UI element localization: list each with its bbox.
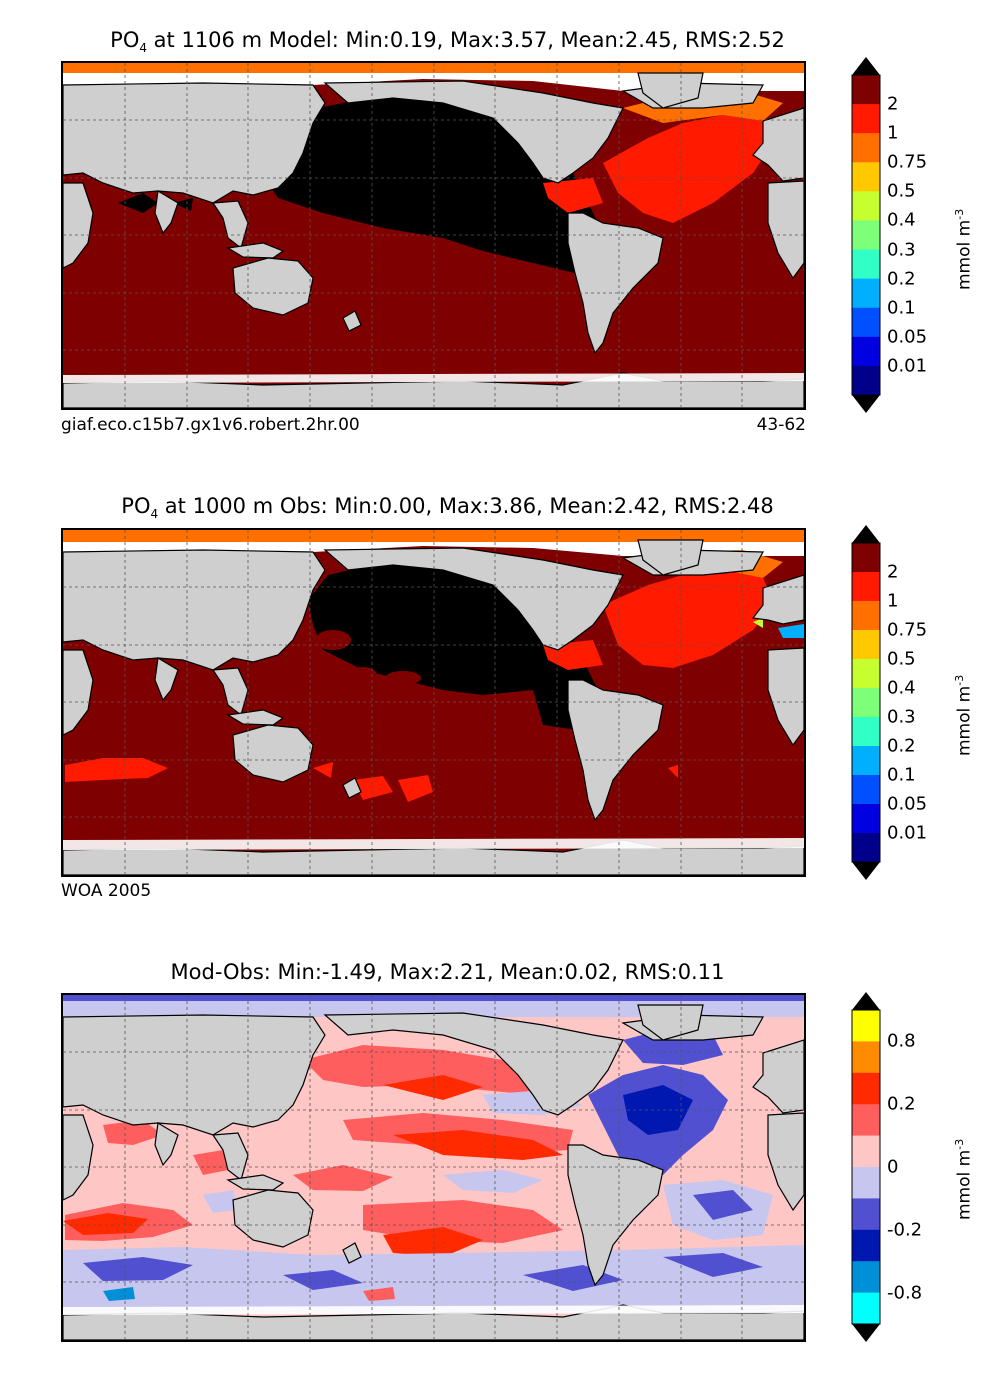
colorbar-tick-label: 0.5: [887, 180, 916, 202]
colorbar-segment: [852, 365, 880, 396]
colorbar-extend-bottom: [852, 395, 880, 413]
colorbar-frame: [851, 542, 881, 863]
colorbar-extend-bottom: [852, 1324, 880, 1342]
colorbar-tick-label: 0.5: [887, 648, 916, 670]
colorbar-segment: [852, 804, 880, 834]
colorbar-tick-label: 0.2: [887, 735, 916, 757]
colorbar-segment: [852, 1104, 880, 1137]
colorbar-segment: [852, 833, 880, 863]
colorbar-tick-label: 0.1: [887, 764, 916, 786]
colorbar-segment: [852, 336, 880, 367]
colorbar-tick-label: 0.4: [887, 209, 916, 231]
colorbar-segment: [852, 659, 880, 689]
colorbar-unit: mmol m-3: [953, 1138, 975, 1220]
model-map: [61, 61, 806, 410]
map-svg: [63, 995, 804, 1340]
year-range: 43-62: [756, 415, 806, 435]
colorbar-tick-label: 0.4: [887, 677, 916, 699]
colorbar-segment: [852, 1041, 880, 1074]
colorbar-svg: [851, 992, 881, 1342]
colorbar-tick-label: 2: [887, 561, 899, 583]
colorbar-unit: mmol m-3: [953, 674, 975, 756]
colorbar-segment: [852, 1229, 880, 1262]
colorbar-tick-label: 0.05: [887, 326, 928, 348]
map-svg: [63, 63, 804, 408]
colorbar-segment: [852, 1198, 880, 1231]
colorbar: [851, 57, 881, 413]
colorbar-extend-top: [852, 992, 880, 1010]
colorbar-segment: [852, 717, 880, 747]
colorbar-tick-label: -0.2: [887, 1219, 923, 1241]
colorbar-segment: [852, 278, 880, 309]
colorbar-segment: [852, 220, 880, 251]
colorbar-segment: [852, 104, 880, 134]
colorbar-tick-label: 0.2: [887, 268, 916, 290]
panel-title: PO4 at 1106 m Model: Min:0.19, Max:3.57,…: [110, 28, 785, 56]
colorbar-segment: [852, 162, 880, 192]
colorbar-segment: [852, 601, 880, 631]
colorbar-tick-label: 0.2: [887, 1093, 916, 1115]
colorbar-tick-label: 0.01: [887, 822, 928, 844]
colorbar-tick-label: 1: [887, 590, 899, 612]
run-name: giaf.eco.c15b7.gx1v6.robert.2hr.00: [61, 415, 360, 435]
colorbar-tick-label: 2: [887, 93, 899, 115]
colorbar-segment: [852, 1072, 880, 1105]
colorbar-frame: [851, 74, 881, 396]
dataset-name: WOA 2005: [61, 881, 152, 901]
colorbar-segment: [852, 572, 880, 602]
panel-title: Mod-Obs: Min:-1.49, Max:2.21, Mean:0.02,…: [170, 960, 725, 984]
colorbar-extend-top: [852, 525, 880, 543]
colorbar-extend-top: [852, 57, 880, 75]
colorbar-segment: [852, 746, 880, 776]
colorbar: [851, 525, 881, 880]
diff-map: [61, 993, 806, 1342]
colorbar-segment: [852, 630, 880, 660]
colorbar-segment: [852, 307, 880, 338]
colorbar-tick-label: 0.1: [887, 297, 916, 319]
panel-title: PO4 at 1000 m Obs: Min:0.00, Max:3.86, M…: [121, 494, 774, 522]
colorbar-tick-label: 0.05: [887, 793, 928, 815]
colorbar-tick-label: 0.75: [887, 619, 928, 641]
colorbar-segment: [852, 543, 880, 573]
colorbar-tick-label: 1: [887, 122, 899, 144]
colorbar-svg: [851, 57, 881, 413]
colorbar-segment: [852, 1135, 880, 1168]
colorbar-svg: [851, 525, 881, 880]
colorbar-segment: [852, 1292, 880, 1325]
colorbar: [851, 992, 881, 1342]
colorbar-segment: [852, 249, 880, 280]
colorbar-segment: [852, 133, 880, 163]
colorbar-frame: [851, 1009, 881, 1325]
colorbar-tick-label: 0.8: [887, 1030, 916, 1052]
colorbar-segment: [852, 191, 880, 221]
colorbar-segment: [852, 1261, 880, 1294]
colorbar-segment: [852, 75, 880, 105]
colorbar-unit: mmol m-3: [953, 208, 975, 290]
colorbar-segment: [852, 1010, 880, 1042]
colorbar-segment: [852, 775, 880, 805]
colorbar-tick-label: 0.3: [887, 239, 916, 261]
colorbar-tick-label: -0.8: [887, 1282, 923, 1304]
colorbar-segment: [852, 1167, 880, 1199]
obs-map: [61, 528, 806, 877]
colorbar-segment: [852, 688, 880, 718]
map-svg: [63, 530, 804, 875]
colorbar-tick-label: 0.3: [887, 706, 916, 728]
colorbar-extend-bottom: [852, 862, 880, 880]
colorbar-tick-label: 0: [887, 1156, 899, 1178]
colorbar-tick-label: 0.75: [887, 151, 928, 173]
colorbar-tick-label: 0.01: [887, 355, 928, 377]
